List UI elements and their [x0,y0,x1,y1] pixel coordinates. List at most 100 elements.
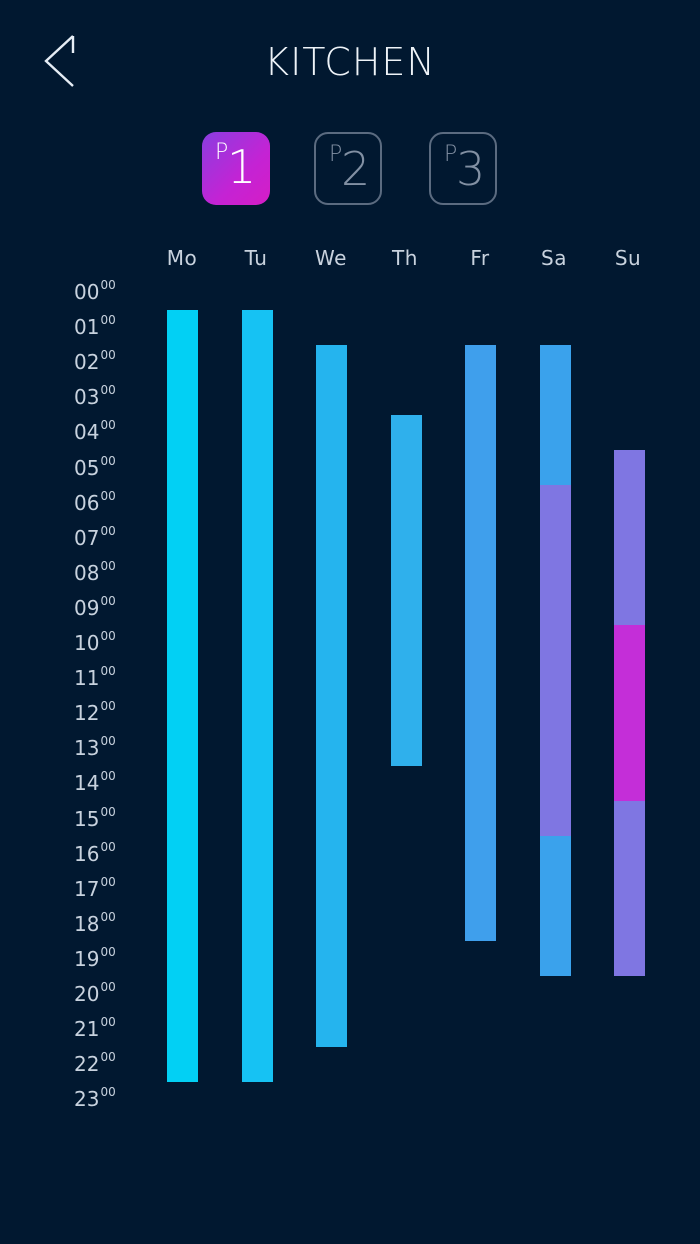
hour-value: 05 [74,455,100,480]
hour-value: 16 [74,841,100,866]
program-tab-p2[interactable]: P 2 [314,132,382,205]
hour-value: 04 [74,420,100,445]
minute-value: 00 [100,278,116,292]
hour-label-04: 0400 [74,419,116,445]
hour-value: 12 [74,701,100,726]
minute-value: 00 [100,418,116,433]
minute-value: 00 [100,629,116,643]
minute-value: 00 [100,313,116,328]
minute-value: 00 [100,769,116,784]
minute-value: 00 [100,664,116,679]
hour-label-23: 2300 [74,1086,116,1112]
hour-label-19: 1900 [74,946,116,971]
schedule-bar-su-3[interactable] [614,800,645,977]
day-label-we: We [315,246,347,270]
hour-label-05: 0500 [74,455,116,480]
minute-value: 00 [100,348,116,363]
hour-label-16: 1600 [74,841,116,866]
hour-label-09: 0900 [74,595,116,620]
hour-label-12: 1200 [74,700,116,726]
schedule-bar-mo-1[interactable] [167,309,198,1082]
hour-value: 15 [74,806,100,831]
minute-value: 00 [100,804,116,819]
minute-value: 00 [100,944,116,959]
minute-value: 00 [100,523,116,538]
day-label-tu: Tu [244,246,268,270]
program-number: 2 [341,142,371,196]
minute-value: 00 [100,558,116,573]
hour-value: 20 [74,982,100,1006]
hour-label-08: 0800 [74,560,116,585]
hour-label-18: 1800 [74,911,116,936]
hour-value: 02 [74,350,100,375]
schedule-bar-we-1[interactable] [316,344,347,1047]
hour-label-13: 1300 [74,735,116,761]
hour-value: 03 [74,385,100,410]
hour-value: 14 [74,771,100,796]
program-prefix: P [329,142,343,167]
hour-value: 10 [74,631,100,655]
hour-value: 13 [74,736,100,761]
program-selector: P 1 P 2 P 3 [0,132,700,208]
hour-label-07: 0700 [74,525,116,550]
schedule-bar-sa-1[interactable] [540,344,571,486]
minute-value: 00 [100,383,116,398]
hour-label-02: 0200 [74,349,116,375]
schedule-bar-fr-1[interactable] [465,344,496,942]
program-number: 3 [456,142,486,196]
day-label-th: Th [392,246,418,270]
minute-value: 00 [100,980,116,994]
page-title: KITCHEN [264,40,436,84]
hour-value: 18 [74,911,100,936]
hour-value: 07 [74,525,100,550]
program-prefix: P [215,140,229,165]
program-number: 1 [227,140,257,194]
hour-label-00: 0000 [74,279,116,304]
hour-label-10: 1000 [74,630,116,655]
minute-value: 00 [100,909,116,924]
schedule-bar-tu-1[interactable] [242,309,273,1082]
hour-value: 23 [74,1087,100,1112]
hour-label-01: 0100 [74,314,116,340]
minute-value: 00 [100,488,116,503]
minute-value: 00 [100,453,116,468]
minute-value: 00 [100,734,116,749]
hour-value: 19 [74,946,100,971]
day-label-mo: Mo [166,246,198,270]
hour-label-17: 1700 [74,876,116,899]
day-label-su: Su [614,246,642,270]
hour-value: 11 [74,666,100,691]
hour-label-03: 0300 [74,384,116,410]
hour-label-06: 0600 [74,490,116,515]
minute-value: 00 [100,1085,116,1100]
hour-value: 22 [74,1052,100,1077]
schedule-bar-th-1[interactable] [391,414,422,766]
hour-value: 01 [74,315,100,340]
program-prefix: P [444,142,458,167]
schedule-bar-sa-2[interactable] [540,485,571,837]
back-button[interactable] [36,30,84,94]
minute-value: 00 [100,1015,116,1030]
hour-label-15: 1500 [74,806,116,831]
minute-value: 00 [100,699,116,714]
hour-label-14: 1400 [74,770,116,796]
day-label-sa: Sa [541,246,567,270]
program-tab-p1[interactable]: P 1 [202,132,270,205]
minute-value: 00 [100,874,116,889]
hour-label-11: 1100 [74,665,116,691]
hour-value: 00 [74,280,100,304]
schedule-bar-su-2[interactable] [614,625,645,801]
minute-value: 00 [100,593,116,608]
schedule-bar-sa-3[interactable] [540,836,571,977]
minute-value: 00 [100,839,116,854]
program-tab-p3[interactable]: P 3 [429,132,497,205]
hour-label-20: 2000 [74,981,116,1006]
day-label-fr: Fr [470,246,490,270]
hour-label-22: 2200 [74,1051,116,1077]
hour-value: 21 [74,1017,100,1042]
hour-value: 09 [74,595,100,620]
schedule-bar-su-1[interactable] [614,449,645,626]
hour-value: 08 [74,560,100,585]
hour-value: 06 [74,490,100,515]
